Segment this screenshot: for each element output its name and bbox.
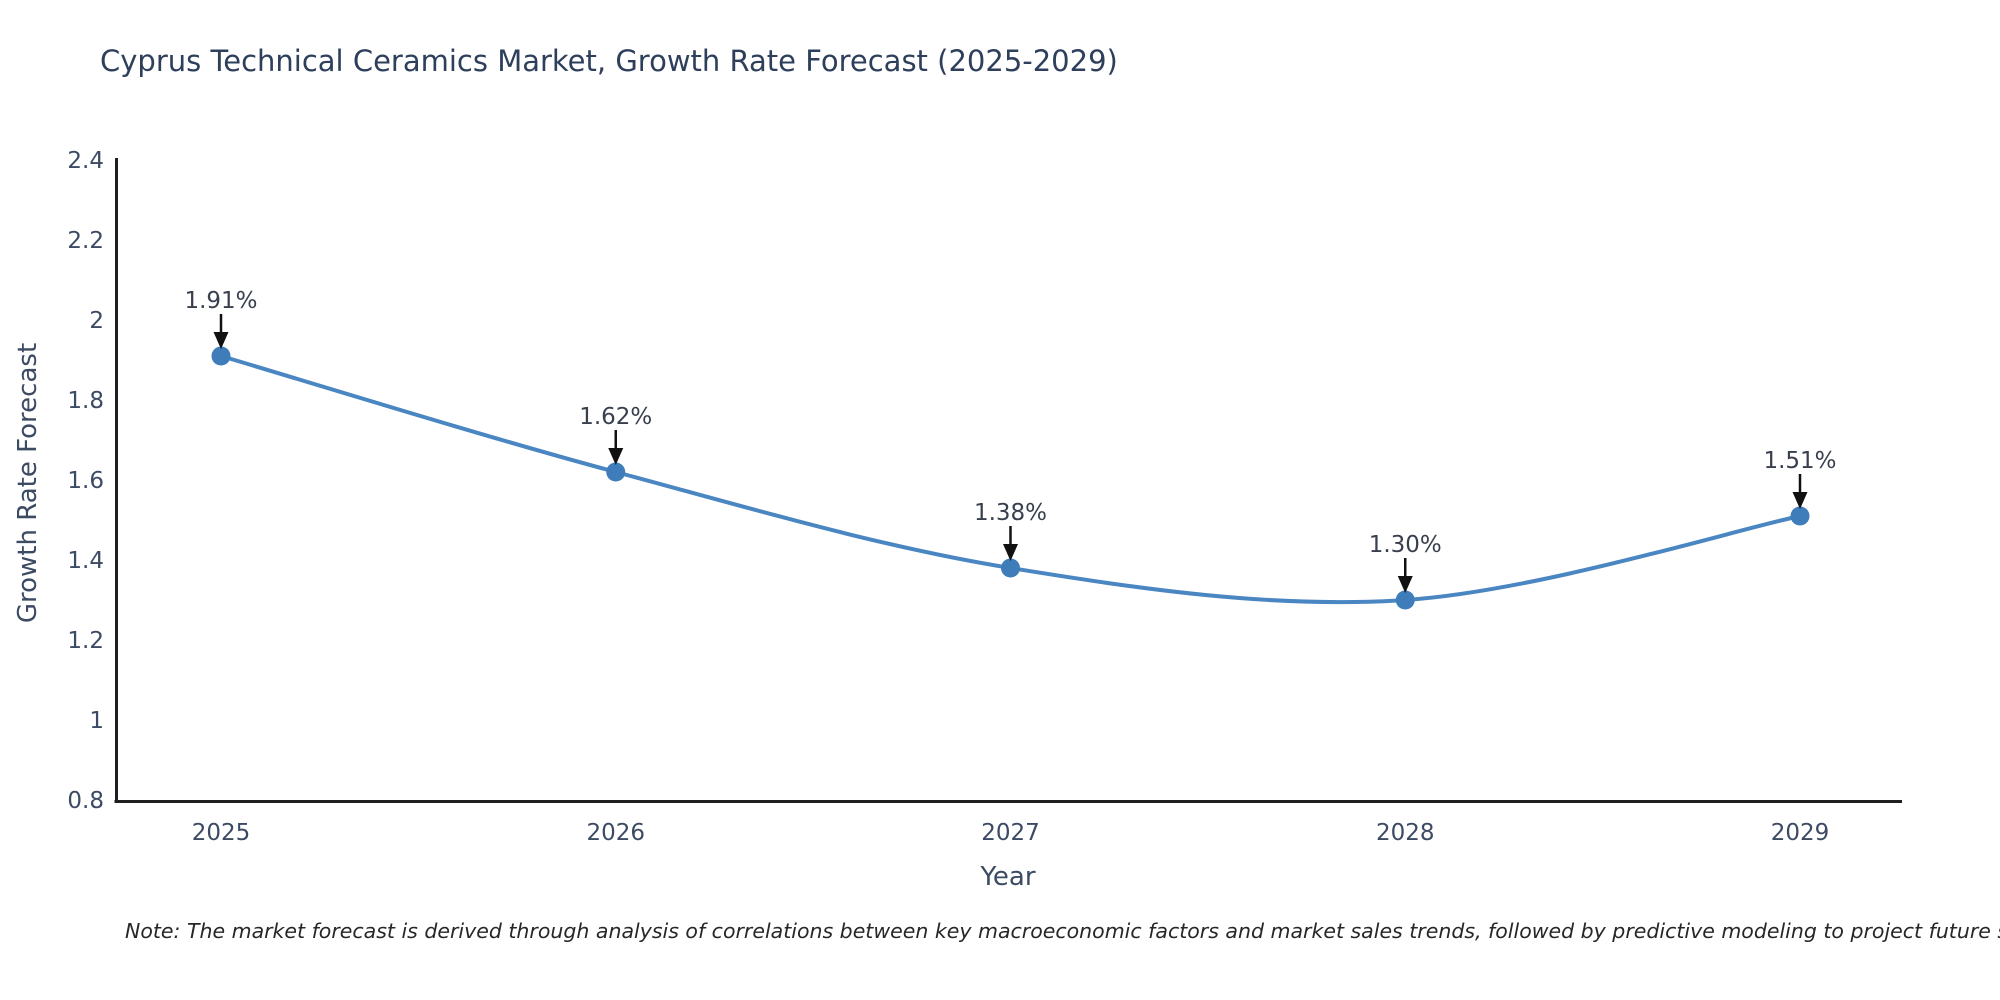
x-tick-label: 2028 bbox=[1376, 820, 1435, 846]
annotation-arrowhead-icon bbox=[1397, 576, 1413, 593]
y-tick-label: 2.2 bbox=[67, 228, 104, 254]
y-tick-label: 1.4 bbox=[67, 548, 104, 574]
y-tick-label: 2.4 bbox=[67, 148, 104, 174]
axes-layer bbox=[114, 158, 1902, 803]
data-point-marker bbox=[1790, 506, 1810, 526]
y-tick-label: 1.8 bbox=[67, 388, 104, 414]
y-tick-label: 1.6 bbox=[67, 468, 104, 494]
data-point-marker bbox=[1001, 558, 1020, 578]
y-tick-label: 1 bbox=[89, 708, 104, 734]
y-tick-label: 0.8 bbox=[67, 788, 104, 814]
footnote-text: Note: The market forecast is derived thr… bbox=[125, 919, 2000, 943]
x-tick-label: 2025 bbox=[192, 820, 251, 846]
annotation-arrowhead-icon bbox=[1003, 544, 1018, 561]
data-point-label: 1.38% bbox=[974, 500, 1047, 526]
annotations-layer: 1.91% 1.62% 1.38% 1.30% 1.51% bbox=[184, 288, 1837, 593]
x-tick-label: 2026 bbox=[586, 820, 645, 846]
x-tick-label: 2029 bbox=[1771, 820, 1830, 846]
annotation-arrowhead-icon bbox=[1792, 492, 1808, 509]
x-axis-title: Year bbox=[980, 862, 1036, 892]
tick-labels-layer: 0.8 1 1.2 1.4 1.6 1.8 2 2.2 2.4 2025 2026 2027 2028 2… bbox=[67, 148, 1829, 846]
data-series-layer bbox=[211, 346, 1810, 610]
data-point-label: 1.62% bbox=[579, 404, 652, 430]
y-axis-title: Growth Rate Forecast bbox=[13, 342, 43, 624]
x-tick-label: 2027 bbox=[981, 820, 1040, 846]
data-point-marker bbox=[1395, 590, 1415, 610]
annotation-arrowhead-icon bbox=[608, 448, 624, 465]
data-point-marker bbox=[606, 462, 626, 482]
data-point-marker bbox=[211, 346, 231, 366]
chart-title: Cyprus Technical Ceramics Market, Growth… bbox=[100, 44, 1118, 78]
data-point-label: 1.30% bbox=[1369, 532, 1442, 558]
y-tick-label: 1.2 bbox=[67, 628, 104, 654]
data-point-label: 1.51% bbox=[1763, 448, 1836, 474]
y-tick-label: 2 bbox=[89, 308, 104, 334]
data-point-label: 1.91% bbox=[184, 288, 257, 314]
annotation-arrowhead-icon bbox=[213, 332, 229, 349]
